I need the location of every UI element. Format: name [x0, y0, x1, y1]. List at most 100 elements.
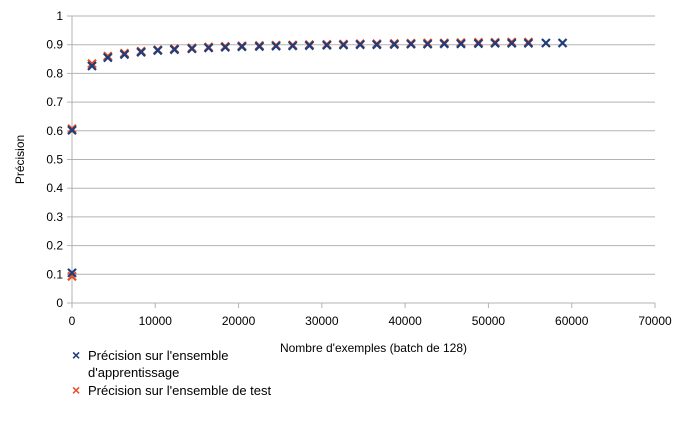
data-point-stroke — [67, 268, 77, 278]
series-0 — [67, 38, 568, 278]
data-point — [422, 39, 433, 49]
y-tick-label: 1 — [56, 9, 63, 23]
data-point — [67, 271, 77, 282]
data-point-stroke — [271, 41, 281, 51]
data-point-stroke — [406, 39, 416, 49]
y-tick-label: 0 — [56, 296, 63, 310]
y-tick-label: 0.2 — [46, 239, 63, 253]
data-point — [355, 39, 365, 50]
data-points — [67, 37, 568, 282]
tick-labels: 0 0.1 0.2 0.3 0.4 0.5 0.6 0.7 0.8 0.9 1 0 10000 20000… — [46, 9, 672, 328]
data-point-stroke — [473, 38, 484, 49]
y-tick-label: 0.3 — [46, 210, 63, 224]
x-tick-label: 20000 — [222, 314, 256, 328]
data-point-stroke — [355, 39, 365, 50]
data-point-stroke — [237, 41, 247, 52]
data-point — [406, 39, 416, 49]
y-tick-label: 0.1 — [46, 267, 63, 281]
data-point-stroke — [103, 52, 113, 63]
legend-item-train: × Précision sur l'ensemble d'apprentissa… — [72, 347, 288, 381]
data-point-stroke — [338, 40, 349, 50]
legend-label: Précision sur l'ensemble d'apprentissage — [88, 348, 229, 380]
y-axis-label: Précision — [13, 135, 27, 184]
data-point-stroke — [456, 39, 466, 49]
data-point — [237, 41, 247, 52]
gridlines — [72, 15, 655, 275]
data-point-stroke — [87, 58, 97, 69]
data-point — [456, 39, 466, 49]
data-point-stroke — [490, 38, 500, 49]
y-tick-label: 0.5 — [46, 153, 63, 167]
x-tick-label: 60000 — [555, 314, 589, 328]
data-point — [67, 125, 77, 136]
data-point-stroke — [187, 43, 197, 54]
data-point — [103, 52, 113, 63]
data-point-stroke — [67, 271, 77, 282]
data-point — [523, 38, 534, 49]
data-point — [287, 41, 298, 51]
data-point — [136, 47, 146, 57]
data-point — [372, 39, 382, 50]
y-tick-label: 0.4 — [46, 181, 63, 195]
y-tick-label: 0.6 — [46, 124, 63, 138]
data-point — [220, 42, 231, 53]
x-tick-label: 70000 — [638, 314, 672, 328]
data-point-stroke — [506, 38, 517, 49]
data-point — [490, 38, 500, 49]
data-point-stroke — [220, 42, 231, 53]
data-point — [153, 45, 163, 56]
data-point — [439, 39, 450, 49]
data-point-stroke — [87, 61, 97, 71]
data-point — [322, 40, 332, 51]
x-tick-label: 10000 — [139, 314, 173, 328]
data-point — [304, 40, 315, 51]
data-point — [541, 38, 551, 48]
data-point — [87, 58, 97, 69]
data-point-stroke — [119, 49, 130, 60]
data-point-stroke — [422, 39, 433, 49]
data-point — [119, 49, 130, 60]
data-point-stroke — [254, 41, 265, 52]
data-point-stroke — [557, 38, 568, 48]
data-point — [506, 38, 517, 49]
data-point-stroke — [304, 40, 315, 51]
x-tick-label: 0 — [69, 314, 76, 328]
data-point-stroke — [287, 41, 298, 51]
data-point-stroke — [67, 125, 77, 136]
data-point — [271, 41, 281, 51]
data-point-stroke — [389, 39, 400, 50]
legend: × Précision sur l'ensemble d'apprentissa… — [72, 347, 288, 399]
axes — [67, 15, 656, 308]
data-point — [203, 43, 214, 53]
y-tick-label: 0.8 — [46, 66, 63, 80]
data-point — [187, 43, 197, 54]
x-tick-label: 40000 — [388, 314, 422, 328]
data-point-stroke — [169, 44, 180, 55]
y-tick-label: 0.7 — [46, 95, 63, 109]
data-point — [473, 38, 484, 49]
x-tick-label: 30000 — [305, 314, 339, 328]
data-point-stroke — [322, 40, 332, 51]
data-point — [87, 61, 97, 71]
data-point-stroke — [541, 38, 551, 48]
data-point — [389, 39, 400, 50]
y-tick-label: 0.9 — [46, 38, 63, 52]
data-point — [338, 40, 349, 50]
x-axis-label: Nombre d'exemples (batch de 128) — [280, 341, 467, 355]
data-point — [169, 44, 180, 55]
x-tick-label: 50000 — [472, 314, 506, 328]
data-point — [557, 38, 568, 48]
data-point-stroke — [523, 38, 534, 49]
legend-marker-icon: × — [72, 347, 81, 363]
legend-item-test: × Précision sur l'ensemble de test — [72, 382, 288, 399]
data-point-stroke — [372, 39, 382, 50]
data-point — [254, 41, 265, 52]
data-point-stroke — [203, 43, 214, 53]
data-point — [67, 268, 77, 278]
legend-marker-icon: × — [72, 382, 81, 398]
legend-label: Précision sur l'ensemble de test — [88, 383, 272, 398]
data-point-stroke — [136, 47, 146, 57]
data-point-stroke — [153, 45, 163, 56]
